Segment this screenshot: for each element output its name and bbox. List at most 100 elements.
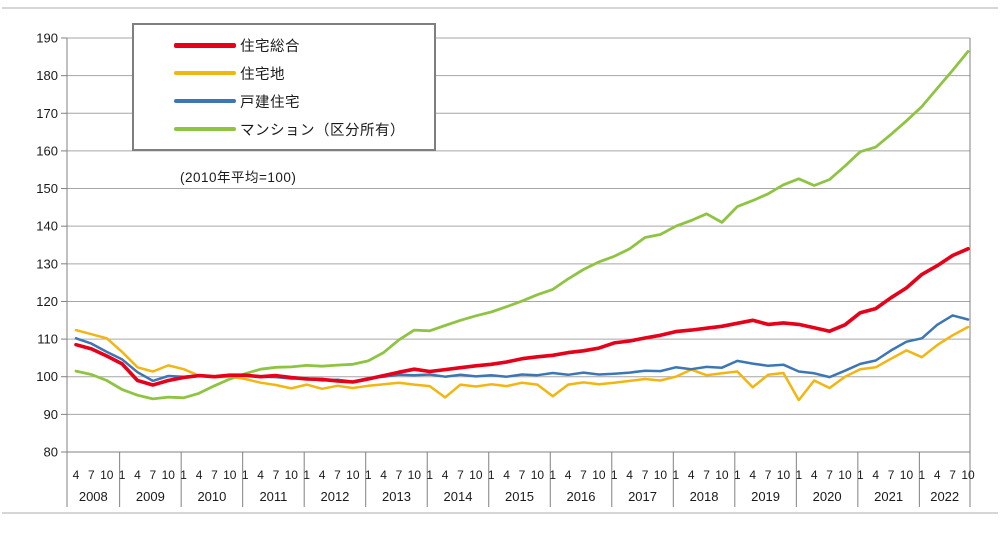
x-month-label: 7 — [888, 468, 895, 482]
year-label: 2016 — [567, 489, 596, 504]
x-month-label: 7 — [765, 468, 772, 482]
x-month-label: 10 — [162, 468, 176, 482]
legend-label-mansion: マンション（区分所有） — [240, 122, 405, 139]
x-month-label: 1 — [734, 468, 741, 482]
year-label: 2008 — [79, 489, 108, 504]
line-kodate-jutaku — [74, 314, 970, 383]
x-month-label: 1 — [119, 468, 126, 482]
x-month-label: 1 — [303, 468, 310, 482]
x-month-label: 7 — [826, 468, 833, 482]
year-label: 2022 — [930, 489, 959, 504]
x-month-label: 10 — [100, 468, 114, 482]
legend-item-mansion: マンション（区分所有） — [174, 117, 434, 141]
x-month-label: 4 — [503, 468, 510, 482]
x-month-label: 1 — [242, 468, 249, 482]
year-label: 2013 — [382, 489, 411, 504]
year-label: 2020 — [813, 489, 842, 504]
x-month-label: 4 — [442, 468, 449, 482]
x-month-label: 4 — [749, 468, 756, 482]
x-month-label: 10 — [531, 468, 545, 482]
x-month-label: 10 — [346, 468, 360, 482]
x-month-label: 7 — [396, 468, 403, 482]
x-month-label: 4 — [134, 468, 141, 482]
x-month-label: 7 — [273, 468, 280, 482]
y-tick-label: 190 — [36, 31, 58, 46]
x-month-label: 7 — [88, 468, 95, 482]
x-month-label: 4 — [872, 468, 879, 482]
x-month-label: 4 — [196, 468, 203, 482]
legend-label-kodate-jutaku: 戸建住宅 — [240, 94, 300, 111]
x-month-label: 1 — [488, 468, 495, 482]
x-month-label: 10 — [777, 468, 791, 482]
year-label: 2019 — [751, 489, 780, 504]
legend-swatch-kodate-jutaku — [174, 99, 236, 103]
y-tick-label: 170 — [36, 106, 58, 121]
year-label: 2014 — [444, 489, 473, 504]
y-tick-label: 100 — [36, 369, 58, 384]
year-label: 2017 — [628, 489, 657, 504]
x-month-label: 7 — [703, 468, 710, 482]
x-month-label: 10 — [654, 468, 668, 482]
y-tick-label: 90 — [44, 407, 58, 422]
legend-label-jutakuchi: 住宅地 — [240, 66, 285, 83]
y-tick-label: 130 — [36, 256, 58, 271]
x-month-label: 1 — [919, 468, 926, 482]
legend-label-jutaku-sogo: 住宅総合 — [240, 38, 300, 55]
x-month-label: 1 — [426, 468, 433, 482]
x-month-label: 4 — [626, 468, 633, 482]
x-month-label: 10 — [469, 468, 483, 482]
x-month-label: 10 — [900, 468, 914, 482]
x-month-label: 4 — [257, 468, 264, 482]
x-month-label: 10 — [223, 468, 237, 482]
x-month-label: 10 — [592, 468, 606, 482]
y-tick-label: 180 — [36, 68, 58, 83]
line-mansion — [74, 50, 970, 401]
year-label: 2012 — [320, 489, 349, 504]
chart-note: (2010年平均=100) — [180, 170, 297, 185]
x-month-label: 1 — [180, 468, 187, 482]
year-label: 2009 — [136, 489, 165, 504]
legend-swatch-jutakuchi — [174, 71, 236, 75]
x-month-label: 1 — [611, 468, 618, 482]
x-month-label: 10 — [285, 468, 299, 482]
x-month-label: 10 — [961, 468, 975, 482]
x-month-label: 4 — [811, 468, 818, 482]
legend-item-jutakuchi: 住宅地 — [174, 61, 434, 85]
x-month-label: 7 — [519, 468, 526, 482]
x-month-label: 10 — [408, 468, 422, 482]
y-tick-label: 140 — [36, 219, 58, 234]
year-label: 2011 — [259, 489, 287, 504]
y-tick-label: 110 — [37, 332, 58, 347]
x-month-label: 4 — [688, 468, 695, 482]
x-month-label: 1 — [857, 468, 864, 482]
legend: 住宅総合 住宅地 戸建住宅 マンション（区分所有） — [132, 23, 436, 151]
x-month-label: 1 — [672, 468, 679, 482]
x-month-label: 1 — [365, 468, 372, 482]
x-month-label: 4 — [380, 468, 387, 482]
x-month-label: 7 — [642, 468, 649, 482]
line-jutaku-sogo — [74, 247, 970, 387]
x-month-label: 10 — [715, 468, 729, 482]
year-label: 2010 — [197, 489, 226, 504]
legend-item-jutaku-sogo: 住宅総合 — [174, 33, 434, 57]
x-month-label: 10 — [838, 468, 852, 482]
year-label: 2015 — [505, 489, 534, 504]
legend-swatch-mansion — [174, 127, 236, 131]
legend-item-kodate-jutaku: 戸建住宅 — [174, 89, 434, 113]
legend-swatch-jutaku-sogo — [174, 42, 236, 48]
year-label: 2021 — [874, 489, 903, 504]
x-month-label: 4 — [319, 468, 326, 482]
x-month-label: 1 — [549, 468, 556, 482]
y-tick-label: 150 — [36, 181, 58, 196]
y-tick-label: 160 — [36, 143, 58, 158]
x-month-label: 7 — [150, 468, 157, 482]
x-month-label: 4 — [565, 468, 572, 482]
year-label: 2018 — [690, 489, 719, 504]
x-month-label: 7 — [949, 468, 956, 482]
x-month-label: 4 — [73, 468, 80, 482]
x-month-label: 7 — [580, 468, 587, 482]
x-month-label: 7 — [457, 468, 464, 482]
x-month-label: 4 — [934, 468, 941, 482]
y-tick-label: 120 — [36, 294, 58, 309]
